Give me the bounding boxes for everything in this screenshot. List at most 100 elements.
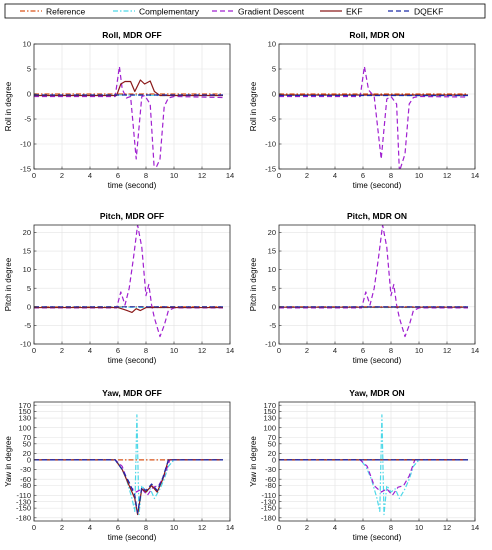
panel-yaw-mdr-off: 0 2 4 6 8 10 12 14-180-150-130-110-80-60-300205… <box>4 388 234 542</box>
y-tick-label: 150 <box>263 407 276 416</box>
y-tick-label: 20 <box>268 228 276 237</box>
y-tick-label: -80 <box>265 481 276 490</box>
panel-roll-mdr-off: 0 2 4 6 8 10 12 14 -15 -10 -5 0 5 10 Roll, MDR OFF time… <box>4 30 234 190</box>
x-axis-label: time (second) <box>108 533 157 542</box>
x-tick-label: 2 <box>60 523 64 532</box>
panel-yaw-mdr-on: 0 2 4 6 8 10 12 14-180-150-130-110-80-60-300205… <box>249 388 479 542</box>
y-tick-label: 5 <box>27 65 31 74</box>
y-tick-label: -60 <box>20 475 31 484</box>
y-tick-label: 70 <box>23 433 31 442</box>
x-tick-label: 14 <box>471 523 479 532</box>
x-tick-label: 0 <box>32 346 36 355</box>
y-axis-label: Pitch in degree <box>4 257 13 311</box>
series-line-gradient-descent <box>34 65 224 169</box>
y-axis-label: Pitch in degree <box>249 257 258 311</box>
y-tick-label: -10 <box>265 140 276 149</box>
x-tick-label: 8 <box>144 171 148 180</box>
x-tick-label: 6 <box>361 523 365 532</box>
chart-title: Yaw, MDR OFF <box>102 388 162 398</box>
plot-area <box>34 402 230 521</box>
x-tick-label: 6 <box>116 523 120 532</box>
legend: Reference Complementary Gradient Descent EK… <box>4 3 486 19</box>
x-tick-label: 10 <box>415 346 423 355</box>
y-tick-label: 50 <box>268 439 276 448</box>
y-tick-label: 20 <box>23 449 31 458</box>
series-group <box>34 65 224 169</box>
x-tick-label: 8 <box>389 346 393 355</box>
x-tick-label: 0 <box>32 171 36 180</box>
y-tick-label: 15 <box>268 247 276 256</box>
y-tick-label: -5 <box>269 115 276 124</box>
legend-item-reference: Reference <box>20 7 85 17</box>
x-tick-label: 10 <box>415 523 423 532</box>
x-tick-label: 14 <box>226 346 234 355</box>
y-tick-label: 130 <box>18 414 31 423</box>
x-tick-label: 10 <box>170 171 178 180</box>
x-tick-label: 8 <box>144 346 148 355</box>
x-tick-label: 12 <box>198 171 206 180</box>
legend-box <box>4 3 486 19</box>
y-tick-label: 70 <box>268 433 276 442</box>
legend-label-complementary: Complementary <box>139 7 200 17</box>
y-tick-label: -30 <box>265 465 276 474</box>
y-tick-label: -110 <box>17 491 31 500</box>
x-tick-label: 10 <box>170 346 178 355</box>
series-line-gradient-descent <box>279 459 468 496</box>
legend-label-reference: Reference <box>46 7 85 17</box>
x-tick-label: 12 <box>443 171 451 180</box>
y-tick-label: 0 <box>27 302 31 311</box>
y-tick-label: 20 <box>23 228 31 237</box>
x-tick-label: 2 <box>305 171 309 180</box>
x-tick-label: 12 <box>198 523 206 532</box>
x-tick-label: 4 <box>88 346 92 355</box>
x-tick-label: 6 <box>361 346 365 355</box>
legend-item-dqekf: DQEKF <box>388 7 443 17</box>
y-tick-label: -5 <box>24 321 31 330</box>
x-tick-label: 2 <box>305 346 309 355</box>
panel-pitch-mdr-off: 0 2 4 6 8 10 12 14 -10 -5 0 5 10 15 20 Pitch, MDR OFF ti… <box>4 211 234 365</box>
y-tick-label: 10 <box>268 40 276 49</box>
axes-frame <box>33 224 231 345</box>
series-group <box>34 225 223 338</box>
axes-frame <box>278 224 476 345</box>
x-tick-label: 12 <box>443 346 451 355</box>
series-line-gradient-descent <box>34 225 223 338</box>
legend-label-gradient-descent: Gradient Descent <box>238 7 305 17</box>
x-tick-label: 12 <box>443 523 451 532</box>
y-axis-label: Roll in degree <box>249 81 258 131</box>
x-tick-label: 6 <box>361 171 365 180</box>
x-tick-label: 0 <box>32 523 36 532</box>
y-tick-label: -10 <box>20 340 31 349</box>
x-tick-label: 0 <box>277 171 281 180</box>
panel-roll-mdr-on: 0 2 4 6 8 10 12 14 -15 -10 -5 0 5 10 Roll, MDR ON time … <box>249 30 479 190</box>
x-tick-label: 14 <box>471 346 479 355</box>
series-group <box>279 414 468 516</box>
y-tick-label: -150 <box>16 504 31 513</box>
series-line-gradient-descent <box>279 225 468 338</box>
x-tick-label: 4 <box>333 523 337 532</box>
x-tick-label: 8 <box>144 523 148 532</box>
x-tick-label: 2 <box>60 346 64 355</box>
plot-area <box>279 44 475 169</box>
legend-label-dqekf: DQEKF <box>414 7 443 17</box>
axes-frame <box>33 401 231 522</box>
y-tick-label: 130 <box>263 414 276 423</box>
x-axis-label: time (second) <box>353 181 402 190</box>
axes-frame <box>278 43 476 170</box>
x-axis-label: time (second) <box>353 356 402 365</box>
y-tick-label: -30 <box>20 465 31 474</box>
x-axis-label: time (second) <box>353 533 402 542</box>
x-tick-label: 4 <box>88 523 92 532</box>
y-tick-label: -130 <box>16 497 31 506</box>
series-group <box>279 65 469 169</box>
panel-pitch-mdr-on: 0 2 4 6 8 10 12 14 -10 -5 0 5 10 15 20 Pitch, MDR ON tim… <box>249 211 479 365</box>
chart-title: Roll, MDR OFF <box>102 30 162 40</box>
y-tick-label: 100 <box>18 423 31 432</box>
x-tick-label: 14 <box>226 523 234 532</box>
y-tick-label: -60 <box>265 475 276 484</box>
plot-area <box>34 44 230 169</box>
x-tick-label: 8 <box>389 523 393 532</box>
y-tick-label: 50 <box>23 439 31 448</box>
y-tick-label: -150 <box>261 504 276 513</box>
